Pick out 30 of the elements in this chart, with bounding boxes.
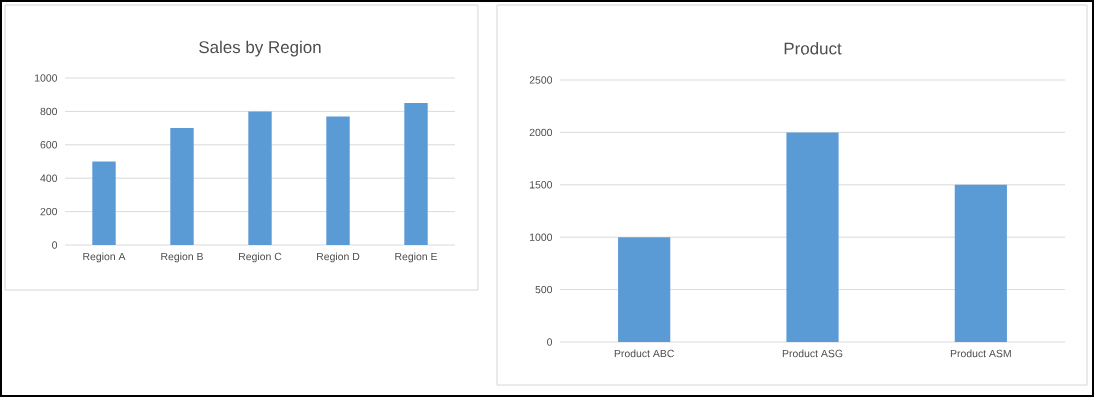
- y-tick-label: 1000: [530, 233, 553, 241]
- bar: [954, 184, 1007, 342]
- y-tick-label: 2500: [529, 76, 553, 84]
- y-tick-label: 500: [535, 285, 553, 294]
- bar: [786, 132, 839, 342]
- bar: [618, 237, 671, 342]
- y-tick-label: 400: [40, 174, 58, 182]
- x-tick-label: Product ABC: [614, 349, 674, 358]
- bar: [92, 161, 116, 245]
- x-tick-label: Region A: [83, 252, 126, 263]
- bar: [248, 111, 272, 245]
- x-tick-label: Product ASM: [950, 349, 1011, 358]
- bar: [170, 128, 194, 245]
- x-tick-label: Region C: [239, 252, 282, 263]
- y-tick-label: 0: [52, 241, 58, 249]
- bar: [326, 116, 350, 245]
- x-tick-label: Region D: [317, 252, 360, 263]
- bar: [404, 103, 428, 245]
- y-tick-label: 2000: [529, 128, 553, 137]
- chart-title: Sales by Region: [199, 40, 321, 57]
- y-tick-label: 0: [547, 338, 553, 346]
- y-tick-label: 200: [40, 207, 58, 216]
- y-tick-label: 600: [40, 141, 58, 149]
- x-tick-label: Region B: [161, 252, 203, 263]
- x-tick-label: Product ASG: [782, 349, 843, 358]
- x-tick-label: Region E: [395, 252, 438, 263]
- y-tick-label: 1500: [530, 181, 553, 189]
- y-tick-label: 1000: [35, 74, 58, 82]
- y-tick-label: 800: [40, 107, 58, 116]
- chart-title: Product: [784, 42, 842, 55]
